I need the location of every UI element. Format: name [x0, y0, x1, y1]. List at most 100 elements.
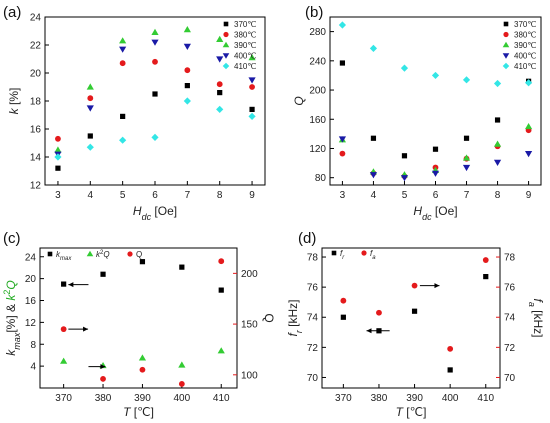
panel-c-point: [218, 258, 225, 265]
panel-b-point: [339, 60, 346, 66]
panel-b-xtick-label: 6: [433, 190, 439, 201]
panel-a-point: [119, 60, 126, 67]
panel-a-xtick-label: 7: [185, 190, 191, 201]
panel-b-point: [493, 140, 502, 147]
panel-d-ytick-label: 76: [307, 283, 319, 294]
panel-d-ytick-label: 70: [307, 373, 319, 384]
panel-a-ytick-label: 16: [30, 125, 42, 136]
panel-b-xtick-label: 7: [464, 190, 470, 201]
panel-b-ytick-label: 80: [315, 173, 327, 184]
panel-d-ytick-right-label: 72: [504, 343, 516, 354]
panel-b-ytick-label: 120: [309, 144, 326, 155]
panel-a-ytick-label: 14: [30, 153, 42, 164]
panel-a-xtick-label: 8: [217, 190, 223, 201]
panel-d-point: [376, 309, 382, 316]
panel-b-point: [339, 150, 346, 157]
panel-d-point: [411, 308, 418, 314]
panel-b-legend-marker: [502, 41, 510, 48]
panel-c-point: [60, 357, 68, 364]
panel-d-point: [447, 345, 454, 352]
panel-c-ytick-label: 8: [30, 340, 36, 351]
panel-c-point: [138, 354, 147, 361]
panel-b-legend-label: 410℃: [514, 62, 536, 71]
panel-c-ylabel-right: Q: [262, 313, 276, 322]
panel-c-point: [139, 259, 146, 265]
panel-d-xlabel: T [℃]: [396, 405, 427, 419]
panel-d-point: [447, 367, 453, 373]
panel-a-point: [152, 91, 158, 97]
panel-d-legend-label: fa: [370, 249, 376, 261]
panel-a-point: [248, 77, 256, 84]
panel-a-point: [248, 112, 256, 120]
panel-c-ytick-label: 20: [25, 274, 37, 285]
panel-c-xtick-label: 390: [134, 393, 151, 404]
panel-b-point: [463, 135, 470, 141]
panel-b-legend-label: 390℃: [514, 41, 536, 50]
panel-c-legend-marker: [127, 251, 133, 257]
panel-b-point: [400, 175, 409, 182]
panel-a-point: [183, 43, 191, 50]
panel-c-legend-label: kmax: [56, 250, 72, 262]
panel-a-ytick-label: 12: [30, 181, 42, 192]
panel-d-legend-label: fr: [340, 249, 345, 261]
panel-b-legend-label: 370℃: [514, 20, 536, 29]
panel-b-xtick-label: 5: [402, 190, 408, 201]
panel-b-legend-label: 380℃: [514, 31, 536, 40]
panel-a-point: [151, 133, 159, 141]
panel-a-point: [55, 165, 61, 171]
panel-a-point: [216, 81, 223, 88]
panel-a-point: [152, 58, 158, 65]
panel-b-point: [369, 172, 378, 179]
panel-a-point: [86, 83, 94, 90]
panel-b-ylabel: Q: [292, 96, 306, 105]
panel-d-point: [411, 282, 418, 289]
panel-b-point: [494, 117, 501, 123]
panel-a-point: [183, 26, 191, 33]
panel-d-ytick-label: 74: [307, 313, 319, 324]
panel-a-point: [183, 97, 191, 105]
panel-c-point: [100, 375, 106, 382]
panel-c-ytick-right-label: 100: [241, 370, 258, 381]
panel-d-ylabel-left: fr [kHz]: [286, 299, 304, 336]
panel-a-label: (a): [3, 4, 21, 21]
panel-c-point: [178, 381, 185, 387]
panel-a-ytick-label: 18: [30, 97, 42, 108]
panel-d-point: [340, 297, 347, 304]
panel-a-legend-marker: [222, 62, 230, 70]
panel-a-xtick-label: 5: [120, 190, 126, 201]
panel-a-point: [55, 135, 61, 142]
panel-a-point: [119, 46, 127, 53]
panel-c-legend-label: k2Q: [96, 250, 110, 259]
panel-c-point: [100, 271, 106, 277]
panel-d-xtick-label: 410: [477, 393, 494, 404]
panel-c-ytick-label: 24: [25, 252, 37, 263]
panel-a-point: [119, 136, 127, 144]
panel-b-point: [493, 79, 502, 88]
panel-a-xlabel: Hdc [Oe]: [133, 204, 177, 222]
panel-c-point: [60, 326, 67, 333]
panel-c-xtick-label: 400: [173, 393, 190, 404]
panel-b-point: [338, 21, 347, 29]
panel-b-point: [432, 146, 439, 152]
panel-b-xtick-label: 8: [495, 190, 501, 201]
panel-a-xtick-label: 3: [55, 190, 61, 201]
panel-a-point: [216, 56, 224, 63]
panel-d-ytick-label: 72: [307, 343, 319, 354]
panel-c-point: [218, 287, 224, 293]
panel-c-point: [139, 366, 146, 373]
panel-d-ytick-right-label: 78: [504, 253, 516, 264]
panel-b-ytick-label: 280: [309, 27, 326, 38]
panel-b-legend-label: 400℃: [514, 52, 536, 61]
panel-d-xtick-label: 400: [442, 393, 459, 404]
panel-d-xtick-label: 380: [371, 393, 388, 404]
panel-c-arrow-q-head: [83, 326, 89, 332]
panel-b-xtick-label: 3: [340, 190, 346, 201]
panel-c-xlabel: T [℃]: [123, 405, 154, 419]
panel-c-ytick-right-label: 150: [241, 320, 258, 331]
panel-a-point: [120, 113, 126, 119]
panel-a-legend-label: 410℃: [234, 62, 256, 71]
panel-a-xtick-label: 9: [249, 190, 255, 201]
panel-a-legend-label: 390℃: [234, 41, 256, 50]
panel-d-ytick-right-label: 70: [504, 373, 516, 384]
